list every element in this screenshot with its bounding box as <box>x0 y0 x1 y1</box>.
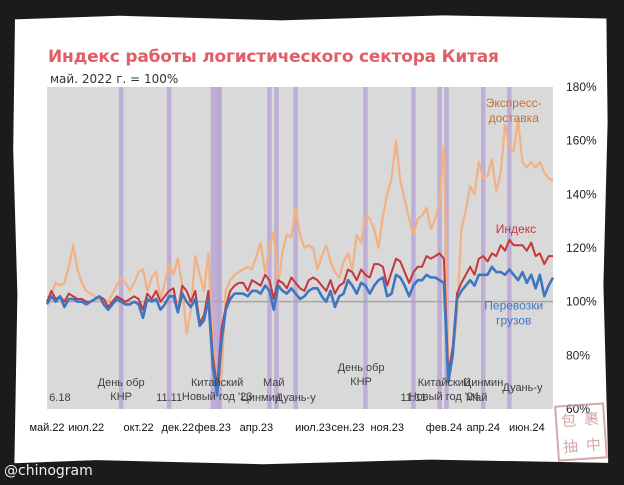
event-band <box>293 87 298 409</box>
event-band <box>166 87 172 409</box>
event-label-line: Китайский <box>418 377 470 389</box>
event-label: Китайский Новый год '23 <box>182 377 252 403</box>
stamp-char: 包 <box>560 410 577 430</box>
event-band <box>481 87 486 409</box>
event-label-line: 6.18 <box>49 392 70 404</box>
x-tick-label: май.22 <box>29 422 64 434</box>
x-tick-label: сен.23 <box>331 422 364 434</box>
y-tick-label: 100% <box>566 295 597 309</box>
event-band <box>217 87 222 409</box>
event-label: 11.11 <box>156 392 182 404</box>
event-label-line: КНР <box>350 376 372 388</box>
y-tick-label: 140% <box>566 187 597 201</box>
event-label: 11.11 <box>400 392 426 404</box>
event-label: Май <box>263 377 285 389</box>
stamp-char: 抽 <box>562 436 579 456</box>
y-tick-label: 120% <box>566 241 597 255</box>
y-tick-label: 80% <box>566 348 590 362</box>
series-line-freight <box>45 265 555 397</box>
event-label-line: Дуань-у <box>502 382 543 394</box>
event-label-line: Май <box>466 392 488 404</box>
stamp-char: 中 <box>585 435 602 455</box>
event-label: Цинмин <box>463 377 503 389</box>
event-label: 6.18 <box>49 392 70 404</box>
series-label-line: грузов <box>496 314 531 328</box>
event-band <box>411 87 416 409</box>
event-band <box>274 87 279 409</box>
series-label: Экспресс-доставка <box>486 96 542 125</box>
y-tick-label: 180% <box>566 80 597 94</box>
x-tick-label: ноя.23 <box>371 422 404 434</box>
event-label: День обр КНР <box>98 377 145 403</box>
x-tick-label: апр.23 <box>240 422 273 434</box>
x-tick-label: фев.24 <box>426 422 462 434</box>
x-tick-label: фев.23 <box>195 422 231 434</box>
event-band <box>118 87 124 409</box>
event-band <box>507 87 512 409</box>
event-label-line: 11.11 <box>156 392 182 404</box>
x-tick-label: июл.23 <box>295 422 331 434</box>
series-label-line: Экспресс- <box>486 96 542 110</box>
event-label: Дуань-у <box>502 382 543 394</box>
plot-background <box>47 87 553 409</box>
credit-handle: @chinogram <box>4 463 93 479</box>
event-label-line: Новый год '24 <box>409 391 479 403</box>
x-tick-label: июн.24 <box>509 422 545 434</box>
series-line-express <box>46 118 554 392</box>
event-band <box>437 87 442 409</box>
y-tick-label: 60% <box>566 402 590 416</box>
event-band <box>214 87 220 409</box>
event-band <box>363 87 368 409</box>
x-tick-label: апр.24 <box>466 422 499 434</box>
stamp-seal: 包 裹 抽 中 <box>554 402 608 462</box>
event-label: Цинмин <box>241 392 281 404</box>
series-label: Перевозки грузов <box>484 299 543 328</box>
x-tick-label: июл.22 <box>68 422 104 434</box>
chart-title: Индекс работы логистического сектора Кит… <box>48 47 499 67</box>
event-label-line: Новый год '23 <box>182 391 252 403</box>
x-tick-label: дек.22 <box>162 422 195 434</box>
event-band <box>210 87 215 409</box>
series-label-line: доставка <box>489 111 540 125</box>
event-label: Китайский Новый год '24 <box>409 377 479 403</box>
series-line-index <box>46 238 553 389</box>
event-label-line: Май <box>263 377 285 389</box>
event-label-line: Цинмин <box>241 392 281 404</box>
event-label: Дуань-у <box>276 392 317 404</box>
series-label-line: Перевозки <box>484 299 543 313</box>
stamp-char: 裹 <box>583 409 600 429</box>
event-label-line: Цинмин <box>463 377 503 389</box>
series-label-line: Индекс <box>496 222 536 236</box>
event-label-line: День обр <box>338 362 385 374</box>
event-label-line: КНР <box>110 391 132 403</box>
event-label-line: День обр <box>98 377 145 389</box>
series-label: Индекс <box>496 222 536 236</box>
event-label-line: Дуань-у <box>276 392 317 404</box>
event-label: День обр КНР <box>338 362 385 388</box>
event-label: Май <box>466 392 488 404</box>
x-tick-label: окт.22 <box>124 422 154 434</box>
chart-subtitle: май. 2022 г. = 100% <box>50 72 179 86</box>
y-tick-label: 160% <box>566 134 597 148</box>
event-label-line: 11.11 <box>400 392 426 404</box>
event-label-line: Китайский <box>191 377 243 389</box>
